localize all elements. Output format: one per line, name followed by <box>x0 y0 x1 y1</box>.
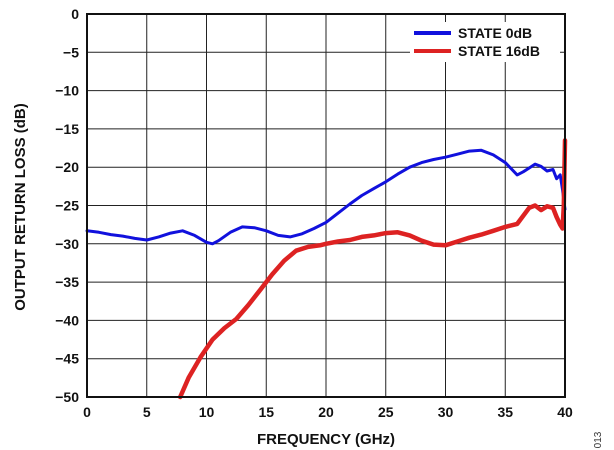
y-tick-label: 0 <box>71 6 79 22</box>
x-axis-ticks: 0 5 10 15 20 25 30 35 40 <box>83 404 573 420</box>
grid <box>86 13 566 398</box>
y-tick-label: −45 <box>55 351 79 367</box>
plot-frame <box>86 13 566 398</box>
x-tick-label: 10 <box>199 404 215 420</box>
x-tick-label: 35 <box>497 404 513 420</box>
y-tick-label: −25 <box>55 198 79 214</box>
x-tick-label: 15 <box>258 404 274 420</box>
series-group <box>85 138 568 400</box>
legend-label-series-0: STATE 0dB <box>458 25 532 41</box>
series-line-1 <box>177 138 568 400</box>
y-tick-label: −50 <box>55 389 79 405</box>
x-tick-label: 40 <box>557 404 573 420</box>
legend: STATE 0dB STATE 16dB <box>410 22 560 62</box>
y-tick-label: −40 <box>55 312 79 328</box>
y-tick-label: −10 <box>55 83 79 99</box>
x-axis-label: FREQUENCY (GHz) <box>257 431 395 448</box>
legend-background <box>410 22 560 62</box>
legend-label-series-1: STATE 16dB <box>458 43 540 59</box>
x-tick-label: 30 <box>438 404 454 420</box>
y-tick-label: −15 <box>55 121 79 137</box>
x-tick-label: 0 <box>83 404 91 420</box>
y-tick-label: −35 <box>55 274 79 290</box>
y-tick-label: −30 <box>55 236 79 252</box>
y-tick-label: −5 <box>63 44 79 60</box>
x-tick-label: 5 <box>143 404 151 420</box>
y-tick-label: −20 <box>55 159 79 175</box>
figure-id: 013 <box>593 431 604 448</box>
series-line-0 <box>85 148 567 246</box>
y-axis-ticks: 0 −5 −10 −15 −20 −25 −30 −35 −40 −45 −50 <box>55 6 79 405</box>
x-tick-label: 20 <box>318 404 334 420</box>
x-tick-label: 25 <box>378 404 394 420</box>
y-axis-label: OUTPUT RETURN LOSS (dB) <box>12 103 29 311</box>
